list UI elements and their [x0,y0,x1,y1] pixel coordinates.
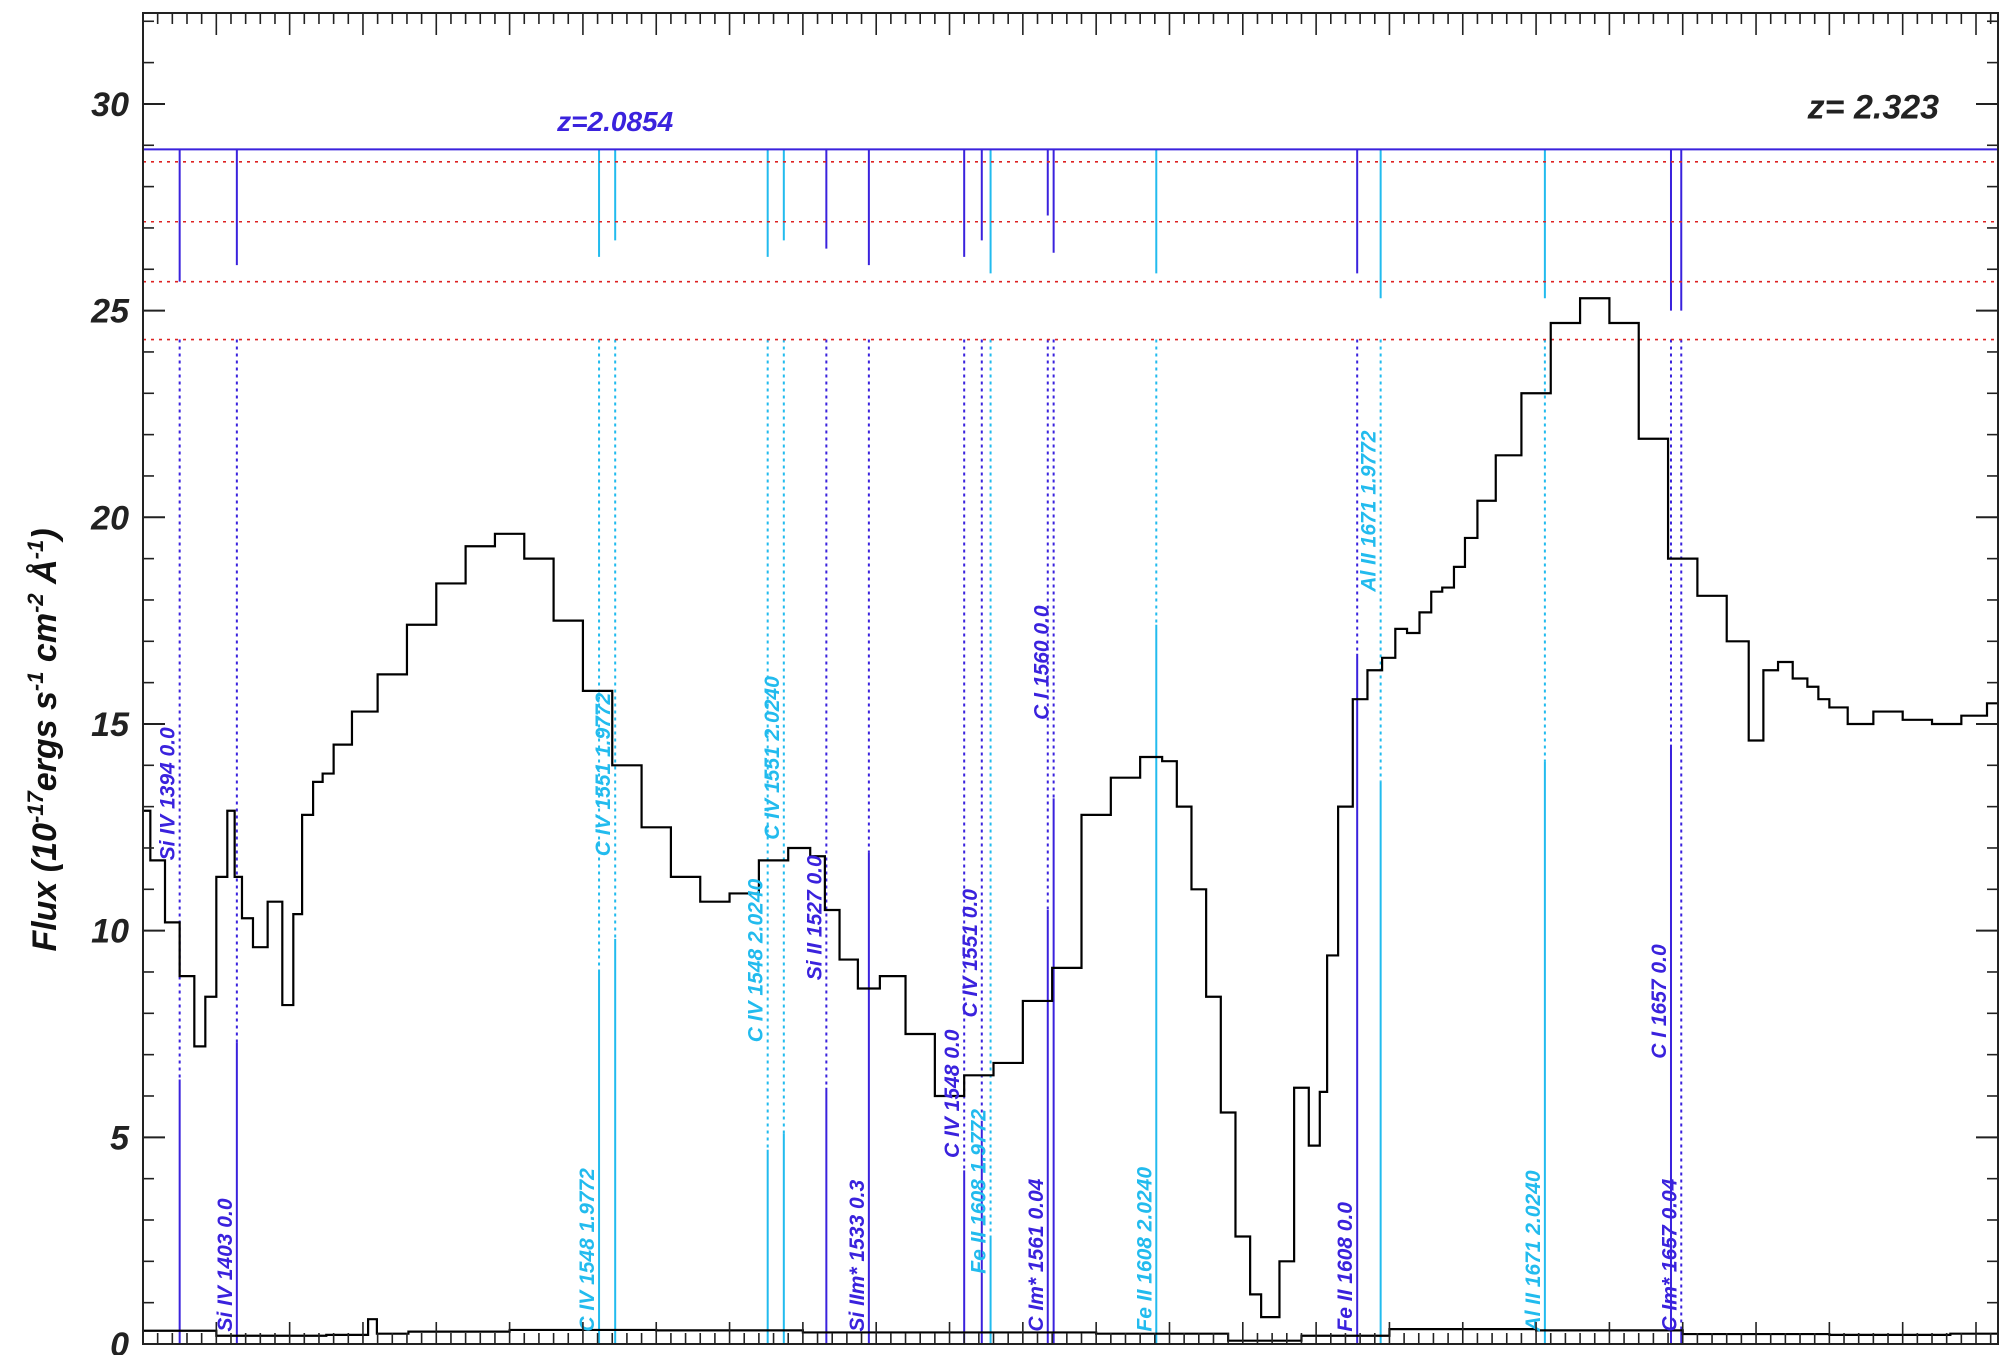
marker-label-3: C IV 1551 1.9772 [592,692,615,856]
ytick-label-4: 20 [90,499,129,537]
reference-levels-layer [143,148,1998,341]
marker-label-1: Si IV 1403 0.0 [214,1198,237,1331]
ylabel-mid2: cm [26,613,64,672]
ytick-label-1: 5 [110,1119,130,1157]
marker-label-15: Al II 1671 1.9772 [1358,430,1381,592]
marker-label-18: C Im* 1657 0.04 [1658,1178,1681,1331]
marker-label-11: C Im* 1561 0.04 [1025,1178,1048,1331]
plot-frame [142,12,1999,1345]
ylabel-suffix: ) [26,528,64,542]
marker-label-9: C IV 1551 0.0 [959,889,982,1018]
marker-label-10: Fe II 1608 1.9772 [968,1109,991,1274]
redshift-label-1: z= 2.323 [1807,88,1939,126]
marker-labels-layer: Si IV 1394 0.0 Si IV 1403 0.0 C IV 1548 1.… [157,88,1939,1332]
series-layer [143,297,1998,1342]
ylabel-prefix: Flux (10 [26,823,64,952]
ytick-label-5: 25 [90,293,130,331]
line-markers-layer [178,149,1683,1344]
ytick-label-3: 15 [91,706,130,744]
marker-label-8: C IV 1548 0.0 [941,1029,964,1158]
svg-text:Flux (10-17ergs s-1 cm-2 Å-1): Flux (10-17ergs s-1 cm-2 Å-1) [23,528,64,951]
axes-layer: 0 5 10 15 20 25 30 [90,12,1999,1360]
marker-label-5: C IV 1551 2.0240 [761,676,784,840]
ylabel-exp2: -1 [23,672,48,692]
ylabel-exp1: -17 [23,789,48,823]
ytick-label-2: 10 [91,913,129,951]
marker-label-2: C IV 1548 1.9772 [576,1168,599,1332]
ylabel-mid1: ergs s [26,691,64,791]
ylabel-exp3: -2 [23,593,48,613]
marker-label-6: Si II 1527 0.0 [803,855,826,980]
ytick-label-6: 30 [91,86,129,124]
marker-label-14: Fe II 1608 0.0 [1334,1202,1357,1332]
marker-label-4: C IV 1548 2.0240 [745,878,768,1042]
redshift-label-0: z=2.0854 [556,106,673,137]
marker-label-16: Al II 1671 2.0240 [1522,1170,1545,1332]
ylabel-exp4: -1 [23,540,48,560]
y-axis-label: Flux (10-17ergs s-1 cm-2 Å-1) [23,528,64,951]
ylabel-mid3: Å [26,559,64,593]
ytick-label-0: 0 [110,1326,129,1355]
marker-label-17: C I 1657 0.0 [1648,944,1671,1059]
marker-label-12: C I 1560 0.0 [1031,605,1054,720]
marker-label-7: Si IIm* 1533 0.3 [846,1180,869,1332]
marker-label-0: Si IV 1394 0.0 [157,727,180,860]
marker-label-13: Fe II 1608 2.0240 [1133,1167,1156,1332]
series-0 [143,297,1998,1319]
